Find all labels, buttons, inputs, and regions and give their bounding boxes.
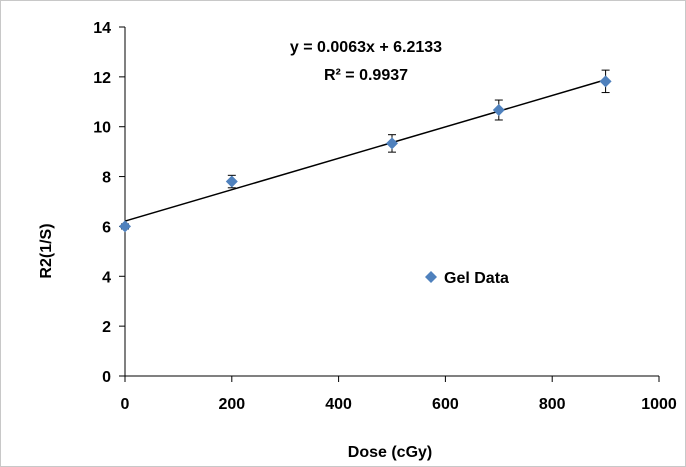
data-points — [119, 69, 612, 233]
x-tick-label: 0 — [121, 396, 130, 413]
legend-label: Gel Data — [444, 270, 509, 287]
data-point — [492, 104, 505, 117]
y-tick-label: 12 — [93, 70, 111, 87]
data-point — [225, 175, 238, 188]
x-tick-label: 200 — [218, 396, 245, 413]
x-axis-ticks: 0 200 400 600 800 1000 — [121, 376, 677, 413]
x-tick-label: 1000 — [641, 396, 677, 413]
legend: Gel Data — [425, 270, 509, 287]
y-tick-label: 6 — [102, 219, 111, 236]
data-point — [599, 75, 612, 88]
y-axis-title: R2(1/S) — [38, 223, 55, 278]
x-tick-label: 400 — [325, 396, 352, 413]
data-point — [386, 137, 398, 150]
y-tick-label: 10 — [93, 120, 111, 137]
y-tick-label: 2 — [102, 319, 111, 336]
x-axis-title: Dose (cGy) — [348, 444, 432, 461]
y-tick-label: 0 — [102, 369, 111, 386]
trendline — [124, 79, 606, 222]
data-point — [119, 220, 131, 233]
legend-marker — [425, 271, 437, 283]
y-tick-label: 14 — [93, 20, 111, 37]
x-tick-label: 800 — [539, 396, 566, 413]
y-axis-ticks: 0 2 4 6 8 10 12 14 — [93, 20, 125, 386]
x-tick-label: 600 — [432, 396, 459, 413]
y-tick-label: 4 — [102, 269, 111, 286]
trendline-equation: y = 0.0063x + 6.2133 — [290, 39, 442, 56]
y-tick-label: 8 — [102, 170, 111, 187]
trendline-r-squared: R² = 0.9937 — [324, 67, 408, 84]
